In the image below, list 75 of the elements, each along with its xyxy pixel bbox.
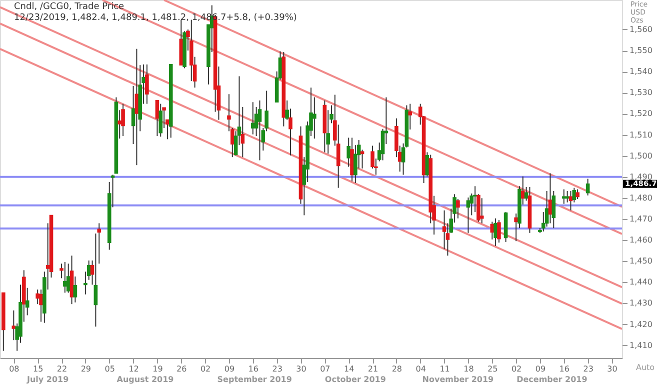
candlestick [66, 263, 70, 294]
text: December 2019 [516, 375, 588, 384]
candlestick [490, 221, 494, 240]
x-tick-label: 14 [344, 364, 354, 374]
y-tick-label: 1,530 [630, 88, 652, 98]
x-tick-label: 05 [104, 364, 115, 374]
candlestick [63, 261, 67, 294]
x-tick-label: 04 [416, 364, 426, 374]
x-tick-label: 16 [248, 364, 258, 374]
candlestick [73, 276, 78, 303]
candlestick [408, 103, 412, 130]
candlestick [497, 220, 501, 244]
y-tick-label: 1,480 [630, 193, 652, 202]
candlestick [494, 218, 498, 246]
x-tick-label: 12 [128, 364, 139, 374]
x-tick-label: 30 [296, 364, 306, 374]
y-tick-label: 1,550 [630, 46, 652, 56]
candlestick [118, 110, 122, 140]
candlestick [360, 149, 364, 169]
text: November 2019 [422, 375, 494, 384]
candlestick [158, 103, 163, 138]
y-tick-label: 1,410 [630, 340, 652, 350]
x-tick-label: 22 [56, 364, 68, 374]
x-tick-label: 26 [176, 364, 187, 374]
y-tick-label: 1,540 [630, 67, 652, 76]
x-tick-label: 18 [464, 364, 474, 374]
y-tick-label: 1,470 [630, 214, 652, 224]
candlestick [514, 213, 518, 242]
text: Auto [636, 363, 655, 372]
y-tick-label: 1,420 [630, 320, 652, 329]
x-tick-label: 07 [320, 364, 330, 374]
candlestick [473, 186, 477, 213]
x-tick-label: 02 [511, 364, 522, 374]
x-tick-label: 09 [535, 364, 546, 374]
candlestick [251, 102, 255, 135]
x-tick-label: 16 [559, 364, 570, 374]
x-tick-label: 08 [9, 364, 20, 374]
candlestick [480, 198, 484, 224]
x-tick-label: 28 [392, 364, 402, 374]
y-tick-label: 1,440 [630, 278, 652, 287]
candlestick [568, 190, 573, 211]
y-tick-label: 1,450 [630, 256, 652, 266]
text: October 2019 [324, 375, 386, 384]
text: September 2019 [217, 375, 292, 384]
y-tick-label: 1,560 [630, 24, 652, 34]
y-tick-label: 1,430 [630, 298, 652, 308]
text: August 2019 [116, 375, 174, 384]
x-tick-label: 23 [583, 364, 594, 374]
candlestick [456, 198, 460, 219]
candlestick [520, 176, 525, 205]
candlestick [586, 178, 590, 196]
x-tick-label: 02 [200, 364, 211, 374]
candlestick [312, 96, 316, 140]
x-tick-label: 21 [368, 364, 378, 374]
x-tick-label: 23 [272, 364, 282, 374]
x-tick-label: 29 [80, 364, 92, 374]
x-tick-label: 15 [33, 364, 44, 374]
y-tick-label: 1,510 [630, 130, 652, 140]
candlestick [121, 103, 125, 137]
candlestick [94, 233, 98, 328]
candlestick [39, 289, 43, 322]
candlestick [258, 100, 262, 161]
x-tick-label: 25 [488, 364, 498, 374]
y-tick-label: 1,490 [630, 172, 652, 182]
x-tick-label: 11 [440, 364, 450, 374]
x-tick-label: 30 [607, 364, 618, 374]
x-tick-label: 09 [224, 364, 235, 374]
candlestick [145, 64, 149, 104]
candlestick [576, 188, 580, 200]
x-tick-label: 19 [152, 364, 163, 374]
y-tick-label: 1,520 [630, 109, 652, 118]
y-tick-label: 1,500 [630, 151, 652, 160]
candlestick [97, 222, 102, 264]
text: July 2019 [26, 375, 70, 384]
y-tick-label: 1,460 [630, 236, 652, 245]
